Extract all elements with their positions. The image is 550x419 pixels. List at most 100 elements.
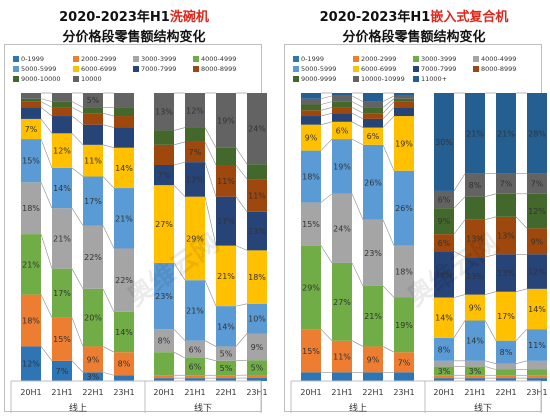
data-label: 6% (336, 126, 349, 135)
series-connector (71, 101, 84, 108)
bar-segment (83, 124, 103, 145)
legend-entry: 2000-2999 (73, 55, 116, 63)
series-connector (102, 372, 115, 376)
series-connector (102, 176, 115, 189)
bar-segment (465, 173, 485, 197)
legend-swatch (13, 66, 19, 72)
data-label: 13% (466, 234, 484, 243)
stacked-bar-chart: 15% 29% 15% 18% 9% 11% 27% 24% 19% 6% 9% 21% 23% 26% 6… (290, 92, 548, 414)
bar-segment (465, 378, 485, 381)
bar-segment (83, 288, 103, 347)
bar-segment (394, 93, 414, 96)
bar-segment (496, 254, 516, 292)
chart-panel-dishwasher: 2020-2023年H1洗碗机 分价格段零售额结构变化 0-1999 2000-2… (0, 0, 268, 419)
bar-segment (216, 375, 236, 379)
data-label: 7% (500, 180, 513, 189)
data-label: 22% (84, 253, 102, 262)
bar-segment (52, 360, 72, 381)
bar-segment (185, 378, 205, 381)
data-label: 21% (115, 214, 133, 223)
data-label: 3% (87, 373, 100, 382)
series-connector (320, 245, 333, 264)
legend-entry: 6000-6999 (353, 65, 396, 73)
bar-segment (301, 110, 321, 117)
bar-segment (114, 127, 134, 148)
series-connector (351, 138, 364, 146)
series-connector (351, 112, 364, 120)
bar-segment (83, 346, 103, 373)
stacked-bar-chart: 12% 18% 21% 18% 15% 7% 7% 15% 17% 21% 14% 12% 3% 9% 20… (10, 92, 268, 414)
bar-segment (434, 93, 454, 191)
bar-segment (332, 139, 352, 194)
bar-segment (21, 346, 41, 381)
bar-segment (301, 124, 321, 151)
bar-segment (52, 93, 72, 102)
series-connector (382, 115, 395, 128)
legend-entry: 3000-3999 (413, 55, 456, 63)
data-label: 18% (22, 204, 40, 213)
bar-segment (332, 93, 352, 96)
series-connector (320, 193, 333, 203)
bar-segment (332, 372, 352, 381)
legend-entry: 5000-5999 (13, 65, 56, 73)
bar-segment (465, 375, 485, 379)
bar-segment (247, 179, 267, 212)
bar-segment (363, 127, 383, 145)
bar-segment (394, 107, 414, 117)
data-label: 9% (87, 355, 100, 364)
bar-segment (527, 378, 547, 381)
group-label: 线上 (349, 402, 367, 414)
legend-entry: 6000-6999 (73, 65, 116, 73)
legend-swatch (13, 56, 19, 62)
series-connector (453, 196, 466, 209)
legend-entry: 9000-9999 (293, 75, 336, 83)
legend-swatch (133, 66, 139, 72)
bar-segment (247, 211, 267, 251)
chart-title: 2020-2023年H1洗碗机 (59, 10, 209, 25)
legend-swatch (293, 76, 299, 82)
bar-segment (185, 340, 205, 358)
legend-entry: 7000-7999 (133, 65, 176, 73)
series-connector (40, 98, 53, 102)
chart-subtitle: 分价格段零售额结构变化 (342, 30, 486, 45)
series-connector (453, 219, 466, 235)
series-connector (235, 359, 248, 362)
data-label: 8% (469, 181, 482, 190)
series-connector (453, 320, 466, 338)
bar-segment (21, 98, 41, 102)
data-label: 19% (395, 139, 413, 148)
series-connector (484, 291, 497, 295)
series-connector (40, 101, 53, 108)
bar-segment (496, 193, 516, 217)
data-label: 6% (438, 239, 451, 248)
data-label: 8% (158, 337, 171, 346)
bar-segment (216, 245, 236, 307)
data-label: 14% (217, 322, 235, 331)
data-label: 24% (333, 224, 351, 233)
bar-segment (83, 93, 103, 108)
x-tick-label: 21H1 (464, 388, 485, 397)
legend-swatch (413, 56, 419, 62)
bar-segment (52, 208, 72, 269)
bar-segment (114, 311, 134, 353)
legend-entry: 5000-5999 (293, 65, 336, 73)
x-tick-label: 21H1 (331, 388, 352, 397)
series-connector (320, 112, 333, 117)
bar-segment (154, 185, 174, 263)
series-connector (40, 346, 53, 362)
legend-label: 6000-6999 (361, 65, 397, 73)
data-label: 3% (438, 367, 451, 376)
bar-segment (301, 116, 321, 125)
bar-segment (21, 118, 41, 140)
data-label: 9% (367, 355, 380, 364)
bar-segment (21, 139, 41, 183)
series-connector (173, 328, 186, 341)
legend-entry: 4000-4999 (473, 55, 516, 63)
bar-segment (52, 101, 72, 108)
x-tick-label: 20H1 (433, 388, 454, 397)
bar-segment (52, 167, 72, 209)
legend-label: 5000-5999 (21, 65, 57, 73)
data-label: 6% (438, 196, 451, 205)
legend-label: 3000-3999 (141, 55, 177, 63)
bar-segment (527, 375, 547, 379)
